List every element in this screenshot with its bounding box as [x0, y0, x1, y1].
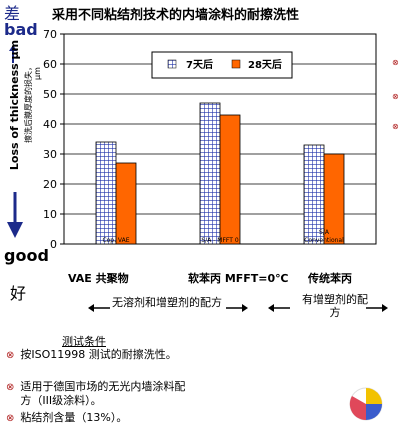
- chart-title: 采用不同粘结剂技术的内墙涂料的耐擦洗性: [52, 8, 300, 23]
- bar-7d: [199, 102, 221, 245]
- x-tick-label: S/A - MFFT 0: [201, 237, 238, 244]
- bad-label: bad: [4, 20, 38, 39]
- pie-chart-icon: [349, 387, 383, 421]
- y-axis-label: Loss of thickness μm: [8, 39, 21, 171]
- condition-item: ⊗ 按ISO11998 测试的耐擦洗性。: [6, 348, 216, 363]
- x-tick-label: Cop. VAE: [102, 237, 129, 244]
- good-label: good: [4, 246, 49, 265]
- y-tick-label: 50: [43, 88, 57, 101]
- condition-item: ⊗ 粘结剂含量（13%）。: [6, 411, 216, 426]
- good-label-cn: 好: [10, 284, 27, 303]
- x-tick-label: S/A: [319, 229, 330, 236]
- legend-label-28d: 28天后: [248, 58, 282, 71]
- bar-28d: [323, 153, 345, 245]
- legend-swatch-7d: [167, 59, 177, 69]
- y-tick-label: 10: [43, 208, 57, 221]
- x-circle-bullet-icon: ⊗: [392, 92, 399, 101]
- condition-text: 粘结剂含量（13%）。: [20, 411, 128, 424]
- y-tick-label: 40: [43, 118, 57, 131]
- chart-legend: 7天后 28天后: [151, 51, 293, 79]
- group-note-no-solvent: 无溶剂和增塑剂的配方: [112, 296, 222, 309]
- y-tick-label: 0: [50, 238, 57, 251]
- condition-text: 适用于德国市场的无光内墙涂料配方（III级涂料）。: [20, 380, 186, 407]
- x-circle-bullet-icon: ⊗: [6, 413, 15, 424]
- x-tick-label: Conventional: [304, 237, 344, 244]
- left-arrow-icon: [88, 304, 110, 312]
- condition-text: 按ISO11998 测试的耐擦洗性。: [20, 348, 177, 361]
- y-axis-label-cn: 擦洗后膜厚度的损失，: [24, 63, 33, 143]
- y-tick-label: 60: [43, 58, 57, 71]
- legend-label-7d: 7天后: [186, 58, 213, 71]
- y-tick-label: 30: [43, 148, 57, 161]
- category-main-label-soft-sa: 软苯丙 MFFT=0℃: [188, 272, 289, 285]
- legend-swatch-28d: [231, 59, 241, 69]
- x-circle-bullet-icon: ⊗: [392, 58, 399, 67]
- y-tick-label: 20: [43, 178, 57, 191]
- bad-label-cn: 差: [4, 4, 21, 23]
- right-arrow-icon: [366, 304, 388, 312]
- left-arrow-icon: [268, 304, 290, 312]
- right-arrow-icon: [226, 304, 248, 312]
- bar-28d: [219, 114, 241, 245]
- up-arrow-icon: [9, 45, 17, 63]
- bar-7d: [95, 141, 117, 245]
- category-main-label-conventional-sa: 传统苯丙: [308, 272, 352, 285]
- y-axis-unit: μm: [33, 67, 42, 80]
- group-note-with-plasticizer: 有增塑剂的配方: [302, 293, 368, 319]
- x-circle-bullet-icon: ⊗: [6, 382, 15, 393]
- bar-28d: [115, 162, 137, 245]
- y-tick-label: 70: [43, 28, 57, 41]
- x-circle-bullet-icon: ⊗: [6, 350, 15, 361]
- test-conditions-heading: 测试条件: [62, 335, 106, 348]
- condition-item: ⊗ 适用于德国市场的无光内墙涂料配方（III级涂料）。: [6, 380, 216, 408]
- down-arrow-icon: [7, 192, 23, 238]
- category-main-label-vae: VAE 共聚物: [68, 272, 129, 285]
- x-circle-bullet-icon: ⊗: [392, 122, 399, 131]
